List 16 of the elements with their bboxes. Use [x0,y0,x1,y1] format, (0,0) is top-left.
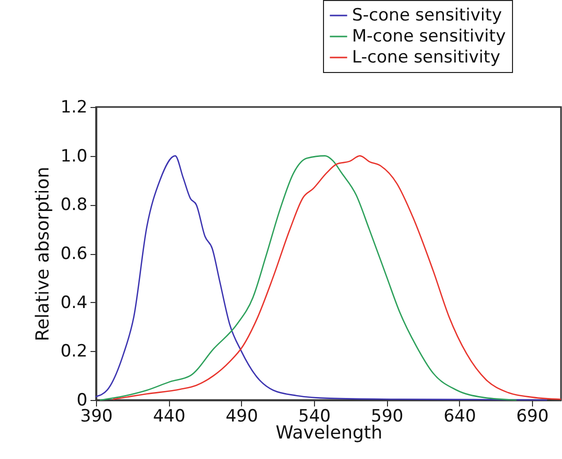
y-tick-label: 0.2 [60,342,88,362]
y-tick-label: 1.0 [60,146,88,166]
x-tick-label: 490 [226,406,258,426]
y-axis-title: Relative absorption [32,166,54,342]
legend-label: L-cone sensitivity [352,48,500,68]
x-tick-label: 640 [444,406,476,426]
x-tick-label: 390 [80,406,113,426]
x-tick-label: 690 [516,406,549,426]
y-tick-label: 0.8 [60,195,88,216]
y-tick-label: 0.6 [60,244,88,264]
x-axis-title: Wavelength [276,422,382,444]
y-tick-label: 0.4 [60,292,88,313]
y-tick-label: 1.2 [60,98,88,118]
x-tick-label: 440 [152,406,186,426]
legend-label: M-cone sensitivity [352,26,506,46]
legend-label: S-cone sensitivity [352,6,502,26]
